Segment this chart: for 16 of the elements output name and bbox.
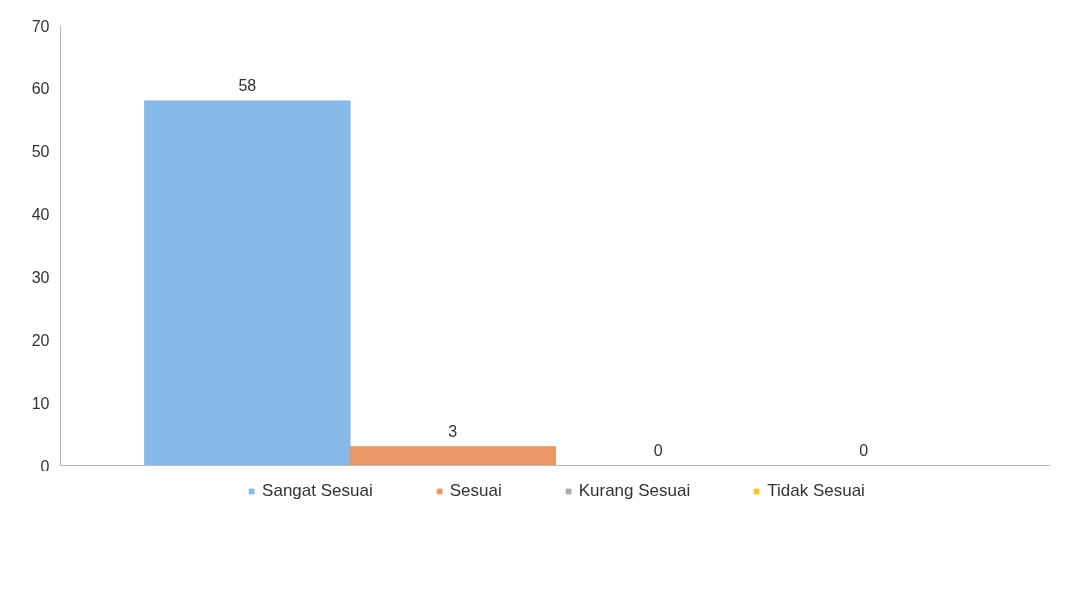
y-tick-label: 20	[31, 331, 50, 349]
y-tick-label: 40	[31, 206, 50, 224]
y-tick-label: 50	[31, 143, 50, 161]
data-label: 58	[238, 76, 257, 94]
y-tick-label: 0	[40, 457, 50, 475]
data-label: 0	[859, 441, 869, 459]
data-label: 0	[653, 441, 663, 459]
y-tick-label: 10	[31, 394, 50, 412]
data-label: 3	[448, 422, 458, 440]
legend-label: Sangat Sesuai	[262, 481, 373, 501]
legend-label: Tidak Sesuai	[767, 481, 865, 501]
y-tick-label: 30	[31, 268, 50, 286]
legend-label: Kurang Sesuai	[578, 481, 691, 501]
y-tick-label: 70	[31, 17, 50, 35]
y-tick-label: 60	[31, 80, 50, 98]
legend-label: Sesuai	[449, 481, 502, 501]
